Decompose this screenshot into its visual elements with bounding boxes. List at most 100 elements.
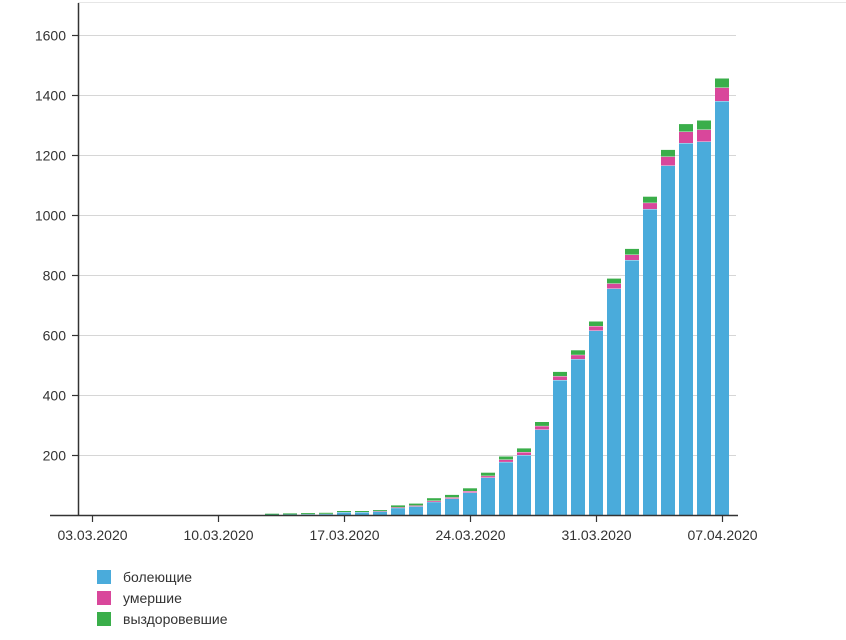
bar-segment[interactable] bbox=[499, 456, 513, 460]
bar-segment[interactable] bbox=[679, 124, 693, 132]
legend-item-ill[interactable]: болеющие bbox=[97, 566, 227, 587]
legend-item-recovered[interactable]: выздоровевшие bbox=[97, 608, 227, 629]
bar-segment[interactable] bbox=[589, 330, 603, 516]
bar-segment[interactable] bbox=[643, 202, 657, 209]
bar-segment[interactable] bbox=[697, 120, 711, 130]
bar-segment[interactable] bbox=[283, 514, 297, 515]
y-tick-label: 600 bbox=[43, 328, 67, 344]
bar-segment[interactable] bbox=[535, 422, 549, 426]
bar-segment[interactable] bbox=[427, 501, 441, 515]
bar-segment[interactable] bbox=[301, 513, 315, 515]
y-tick-label: 1400 bbox=[35, 88, 66, 104]
x-tick-label: 24.03.2020 bbox=[435, 527, 505, 543]
bar-segment[interactable] bbox=[445, 494, 459, 498]
bar-segment[interactable] bbox=[535, 425, 549, 430]
y-tick-label: 400 bbox=[43, 388, 67, 404]
bar-segment[interactable] bbox=[391, 507, 405, 515]
bar-segment[interactable] bbox=[319, 513, 333, 515]
axes-layer bbox=[50, 3, 738, 522]
bar-segment[interactable] bbox=[373, 510, 387, 512]
x-tick-label: 07.04.2020 bbox=[687, 527, 757, 543]
y-tick-label: 1600 bbox=[35, 28, 66, 44]
bar-segment[interactable] bbox=[625, 248, 639, 255]
bar-segment[interactable] bbox=[589, 321, 603, 327]
bar-segment[interactable] bbox=[481, 477, 495, 516]
bar-segment[interactable] bbox=[463, 492, 477, 516]
bar-segment[interactable] bbox=[643, 209, 657, 515]
bar-segment[interactable] bbox=[571, 354, 585, 359]
bar-segment[interactable] bbox=[499, 461, 513, 515]
y-tick-label: 1000 bbox=[35, 208, 66, 224]
bar-segment[interactable] bbox=[409, 503, 423, 506]
bar-segment[interactable] bbox=[661, 149, 675, 157]
bar-segment[interactable] bbox=[283, 513, 297, 515]
stacked-bar-chart: 200 400 600 800 1000 1200 1400 1600 03.03.2020 10… bbox=[35, 2, 846, 544]
bar-segment[interactable] bbox=[571, 359, 585, 515]
bar-segment[interactable] bbox=[517, 448, 531, 452]
bar-segment[interactable] bbox=[625, 254, 639, 260]
bar-segment[interactable] bbox=[571, 350, 585, 355]
bar-segment[interactable] bbox=[715, 87, 729, 102]
bar-segment[interactable] bbox=[265, 513, 279, 515]
bar-segment[interactable] bbox=[499, 459, 513, 462]
bar-segment[interactable] bbox=[697, 129, 711, 142]
bar-segment[interactable] bbox=[463, 488, 477, 491]
legend-label-dead: умершие bbox=[123, 589, 182, 606]
y-tick-label: 200 bbox=[43, 448, 67, 464]
bar-segment[interactable] bbox=[481, 475, 495, 478]
legend-item-dead[interactable]: умершие bbox=[97, 587, 227, 608]
bar-segment[interactable] bbox=[679, 131, 693, 143]
legend-swatch-ill bbox=[97, 569, 111, 584]
bar-segment[interactable] bbox=[391, 505, 405, 508]
bar-segment[interactable] bbox=[715, 78, 729, 88]
bar-segment[interactable] bbox=[445, 498, 459, 516]
bar-segment[interactable] bbox=[553, 380, 567, 515]
bar-segment[interactable] bbox=[391, 506, 405, 508]
bar-segment[interactable] bbox=[517, 452, 531, 455]
bar-segment[interactable] bbox=[355, 512, 369, 515]
bar-segment[interactable] bbox=[337, 511, 351, 512]
bar-segment[interactable] bbox=[643, 196, 657, 203]
bar-segment[interactable] bbox=[445, 497, 459, 499]
bar-segment[interactable] bbox=[517, 455, 531, 515]
legend-label-ill: болеющие bbox=[123, 568, 193, 585]
bar-segment[interactable] bbox=[679, 143, 693, 515]
labels-layer: 200 400 600 800 1000 1200 1400 1600 03.03.2020 10… bbox=[35, 28, 758, 544]
bar-segment[interactable] bbox=[481, 472, 495, 476]
bar-segment[interactable] bbox=[427, 500, 441, 502]
bar-segment[interactable] bbox=[409, 506, 423, 515]
bar-segment[interactable] bbox=[715, 101, 729, 515]
grid-layer bbox=[78, 2, 846, 456]
bar-segment[interactable] bbox=[373, 511, 387, 515]
y-tick-label: 800 bbox=[43, 268, 67, 284]
legend-swatch-dead bbox=[97, 590, 111, 605]
bar-segment[interactable] bbox=[607, 283, 621, 289]
x-tick-label: 17.03.2020 bbox=[309, 527, 379, 543]
bar-segment[interactable] bbox=[553, 371, 567, 377]
bar-segment[interactable] bbox=[337, 512, 351, 515]
legend: болеющие умершие выздоровевшие bbox=[97, 566, 227, 629]
bar-segment[interactable] bbox=[661, 156, 675, 166]
bar-segment[interactable] bbox=[697, 141, 711, 516]
x-tick-label: 03.03.2020 bbox=[57, 527, 127, 543]
legend-swatch-recovered bbox=[97, 611, 111, 626]
bars-layer bbox=[265, 78, 729, 516]
bar-segment[interactable] bbox=[409, 505, 423, 507]
bar-segment[interactable] bbox=[607, 278, 621, 284]
bar-segment[interactable] bbox=[553, 376, 567, 380]
bar-segment[interactable] bbox=[535, 429, 549, 516]
bar-segment[interactable] bbox=[301, 514, 315, 515]
chart-container: 200 400 600 800 1000 1200 1400 1600 03.03.2020 10… bbox=[35, 2, 846, 544]
y-tick-label: 1200 bbox=[35, 148, 66, 164]
bar-segment[interactable] bbox=[625, 260, 639, 515]
bar-segment[interactable] bbox=[427, 498, 441, 501]
legend-label-recovered: выздоровевшие bbox=[123, 610, 228, 627]
x-tick-label: 31.03.2020 bbox=[561, 527, 631, 543]
bar-segment[interactable] bbox=[355, 511, 369, 512]
bar-segment[interactable] bbox=[607, 288, 621, 516]
bar-segment[interactable] bbox=[661, 165, 675, 516]
bar-segment[interactable] bbox=[319, 512, 333, 514]
bar-segment[interactable] bbox=[589, 326, 603, 331]
x-tick-label: 10.03.2020 bbox=[183, 527, 253, 543]
bar-segment[interactable] bbox=[463, 491, 477, 493]
